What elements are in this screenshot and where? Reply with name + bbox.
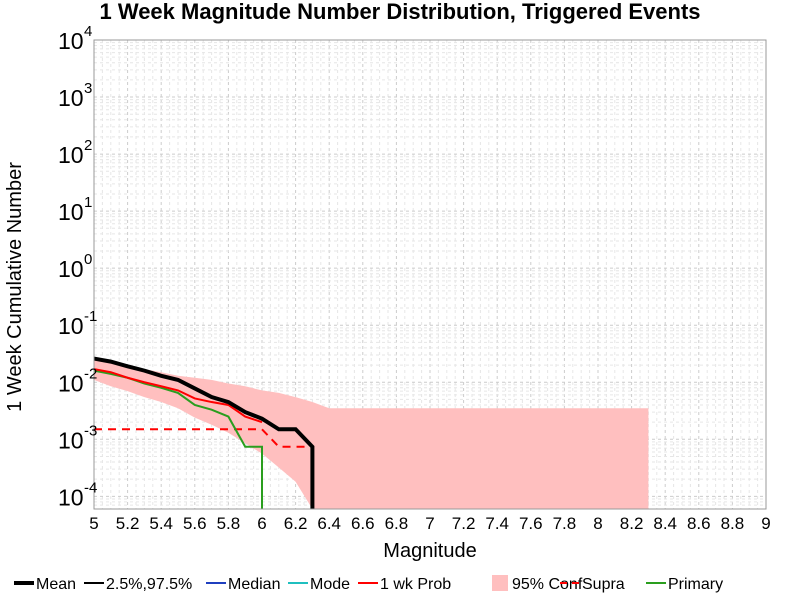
y-tick-label: 10 3 xyxy=(58,80,92,111)
y-tick-exponent: -2 xyxy=(84,365,97,382)
x-tick-label: 6.2 xyxy=(284,514,308,533)
y-tick-exponent: 2 xyxy=(84,137,92,154)
legend-label: Median xyxy=(228,576,280,593)
y-tick-base: 10 xyxy=(58,85,84,111)
y-tick-base: 10 xyxy=(58,370,84,396)
y-tick-base: 10 xyxy=(58,28,84,54)
legend-label: Supra xyxy=(582,576,625,593)
x-tick-label: 6.4 xyxy=(317,514,341,533)
plot-frame xyxy=(93,39,767,510)
x-tick-label: 8.8 xyxy=(721,514,745,533)
legend: Mean 2.5%,97.5% Median Mode 1 wk Prob 95% Con… xyxy=(14,575,723,593)
legend-label: 95% Conf xyxy=(512,576,583,593)
y-tick-base: 10 xyxy=(58,313,84,339)
legend-item: Supra xyxy=(560,576,625,593)
legend-item: 1 wk Prob xyxy=(358,576,451,593)
legend-swatch xyxy=(492,575,508,591)
y-tick-exponent: -1 xyxy=(84,308,97,325)
y-tick-base: 10 xyxy=(58,256,84,282)
series-line-1-wk-prob xyxy=(93,368,263,424)
y-tick-base: 10 xyxy=(58,142,84,168)
legend-item: Mode xyxy=(288,576,350,593)
y-tick-label: 10 -4 xyxy=(58,479,97,510)
legend-label: 2.5%,97.5% xyxy=(106,576,192,593)
series-line-supra xyxy=(94,428,313,448)
x-tick-label: 8.2 xyxy=(620,514,644,533)
y-axis-label: 1 Week Cumulative Number xyxy=(4,162,26,412)
confidence-band xyxy=(94,356,649,509)
x-tick-label: 7.6 xyxy=(519,514,543,533)
y-tick-label: 10 -2 xyxy=(58,365,97,396)
x-tick-label: 6 xyxy=(257,514,266,533)
y-tick-exponent: 0 xyxy=(84,251,92,268)
series-lines xyxy=(93,356,315,509)
y-tick-exponent: -4 xyxy=(84,479,97,496)
x-axis-label: Magnitude xyxy=(383,540,476,562)
legend-label: Primary xyxy=(668,576,723,593)
y-tick-exponent: 4 xyxy=(84,23,92,40)
y-tick-exponent: -3 xyxy=(84,422,97,439)
x-tick-label: 9 xyxy=(761,514,770,533)
x-tick-label: 5.4 xyxy=(149,514,173,533)
chart-title: 1 Week Magnitude Number Distribution, Tr… xyxy=(99,0,700,24)
x-tick-label: 5 xyxy=(89,514,98,533)
legend-label: Mode xyxy=(310,576,350,593)
y-tick-label: 10 4 xyxy=(58,23,92,54)
y-tick-exponent: 1 xyxy=(84,194,92,211)
y-tick-base: 10 xyxy=(58,484,84,510)
x-tick-label: 8.6 xyxy=(687,514,711,533)
y-tick-base: 10 xyxy=(58,427,84,453)
y-tick-exponent: 3 xyxy=(84,80,92,97)
legend-item: 95% Conf xyxy=(492,575,583,593)
x-tick-label: 5.6 xyxy=(183,514,207,533)
x-tick-label: 8 xyxy=(593,514,602,533)
x-axis-ticks: 5 5.2 5.4 5.6 5.8 6 6.2 6.4 6.6 6.8 7 7.2 7.4 7.6 7.8 8… xyxy=(89,514,770,533)
x-tick-label: 8.4 xyxy=(653,514,677,533)
series-line-mean xyxy=(93,356,315,509)
y-tick-label: 10 2 xyxy=(58,137,92,168)
x-tick-label: 7.2 xyxy=(452,514,476,533)
y-tick-label: 10 1 xyxy=(58,194,92,225)
x-tick-label: 5.2 xyxy=(116,514,140,533)
y-tick-label: 10 0 xyxy=(58,251,92,282)
y-tick-label: 10 -1 xyxy=(58,308,97,339)
x-tick-label: 7 xyxy=(425,514,434,533)
legend-item: Mean xyxy=(14,576,76,593)
y-tick-label: 10 -3 xyxy=(58,422,97,453)
x-tick-label: 6.6 xyxy=(351,514,375,533)
y-tick-base: 10 xyxy=(58,199,84,225)
confidence-band-area xyxy=(94,356,649,509)
x-tick-label: 7.8 xyxy=(553,514,577,533)
legend-label: Mean xyxy=(36,576,76,593)
legend-item: Median xyxy=(206,576,280,593)
x-tick-label: 5.8 xyxy=(217,514,241,533)
legend-item: Primary xyxy=(646,576,723,593)
legend-item: 2.5%,97.5% xyxy=(84,576,192,593)
x-tick-label: 6.8 xyxy=(385,514,409,533)
legend-label: 1 wk Prob xyxy=(380,576,451,593)
x-tick-label: 7.4 xyxy=(485,514,509,533)
